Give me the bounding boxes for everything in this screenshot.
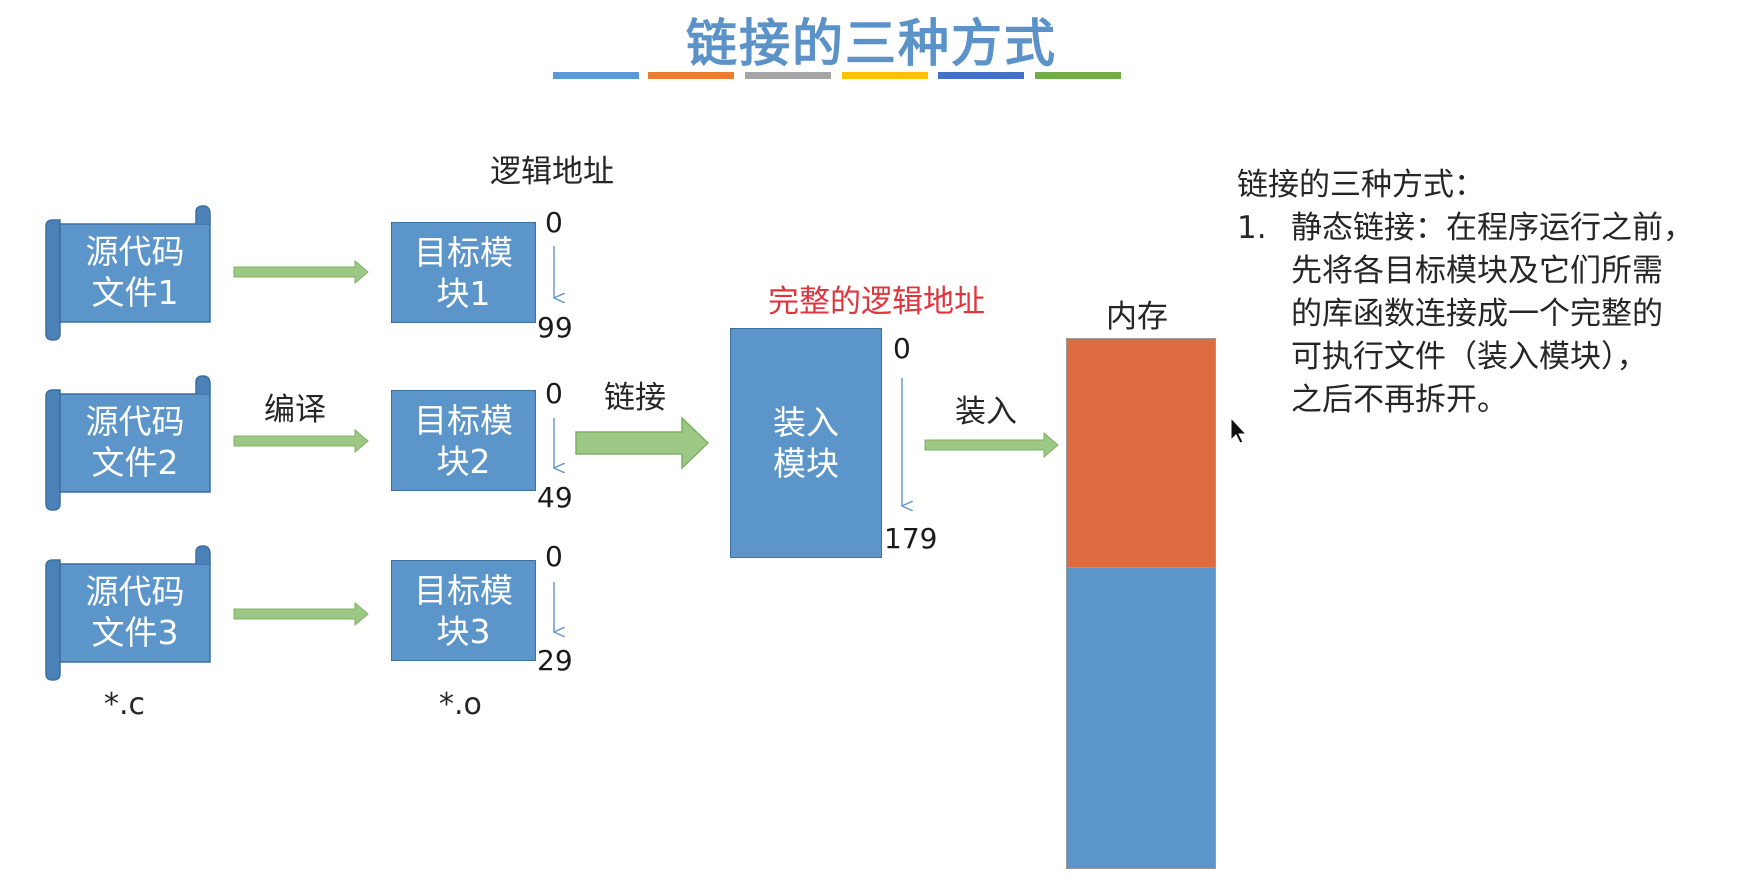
memory-occupied-region [1066, 338, 1216, 568]
object-module-1-line2: 块1 [436, 273, 491, 313]
notes-item-1-line: 可执行文件（装入模块）， [1291, 339, 1648, 375]
object-ext-label: *.o [439, 687, 482, 722]
link-arrow [575, 416, 710, 470]
notes-item-1-line: 的库函数连接成一个完整的 [1291, 296, 1663, 332]
logical-address-label: 逻辑地址 [490, 154, 614, 190]
source-file-2: 源代码 文件2 [60, 401, 210, 483]
module-3-end: 29 [537, 644, 573, 677]
notes-item-1-line: 静态链接：在程序运行之前， [1291, 210, 1694, 246]
notes-item-1-number: 1. [1237, 210, 1267, 246]
load-module-start: 0 [893, 332, 911, 365]
source-file-2-line2: 文件2 [91, 443, 179, 482]
mouse-cursor-icon [1230, 416, 1248, 444]
title-bar-2 [648, 72, 734, 79]
object-module-3-line1: 目标模 [414, 570, 513, 610]
compile-arrow-1 [233, 259, 369, 285]
memory-label: 内存 [1106, 299, 1168, 335]
object-module-1-line1: 目标模 [414, 232, 513, 272]
title-bar-1 [553, 72, 639, 79]
source-scroll-3 [45, 545, 211, 681]
load-module: 装入 模块 [730, 328, 882, 558]
notes-panel: 链接的三种方式： 1. 静态链接：在程序运行之前， 先将各目标模块及它们所需 的… [1237, 164, 1737, 422]
load-label: 装入 [955, 394, 1017, 430]
source-file-2-line1: 源代码 [85, 402, 185, 441]
source-file-1-line2: 文件1 [91, 273, 179, 312]
source-scroll-2 [45, 375, 211, 511]
object-module-2: 目标模 块2 [391, 390, 536, 491]
slide-title: 链接的三种方式 [685, 15, 1057, 74]
title-bar-3 [745, 72, 831, 79]
link-label: 链接 [604, 380, 666, 416]
object-module-2-line2: 块2 [436, 441, 491, 481]
source-scroll-1 [45, 205, 211, 341]
memory-free-region [1066, 568, 1216, 869]
object-module-3-line2: 块3 [436, 611, 491, 651]
module-1-end: 99 [537, 311, 573, 344]
title-bar-5 [938, 72, 1024, 79]
module-1-start: 0 [545, 206, 563, 239]
compile-label: 编译 [264, 392, 326, 428]
module-2-start: 0 [545, 377, 563, 410]
load-arrow [924, 431, 1059, 459]
title-bar-6 [1035, 72, 1121, 79]
complete-logical-address-label: 完整的逻辑地址 [768, 284, 985, 320]
compile-arrow-3 [233, 601, 369, 627]
load-module-end: 179 [884, 522, 938, 555]
title-bar-4 [842, 72, 928, 79]
notes-item-1: 1. 静态链接：在程序运行之前， 先将各目标模块及它们所需 的库函数连接成一个完… [1237, 207, 1737, 422]
object-module-1: 目标模 块1 [391, 222, 536, 323]
source-file-3: 源代码 文件3 [60, 571, 210, 653]
notes-heading: 链接的三种方式： [1237, 167, 1485, 203]
load-module-line2: 模块 [773, 444, 839, 483]
compile-arrow-2 [233, 428, 369, 454]
notes-item-1-line: 先将各目标模块及它们所需 [1291, 253, 1663, 289]
object-module-2-line1: 目标模 [414, 400, 513, 440]
module-2-end: 49 [537, 481, 573, 514]
source-ext-label: *.c [104, 687, 146, 722]
source-file-3-line2: 文件3 [91, 613, 179, 652]
notes-item-1-body: 静态链接：在程序运行之前， 先将各目标模块及它们所需 的库函数连接成一个完整的 … [1291, 207, 1694, 422]
module-3-start: 0 [545, 540, 563, 573]
load-module-line1: 装入 [773, 403, 839, 442]
notes-item-1-line: 之后不再拆开。 [1291, 382, 1508, 418]
source-file-1: 源代码 文件1 [60, 231, 210, 313]
source-file-1-line1: 源代码 [85, 232, 185, 271]
source-file-3-line1: 源代码 [85, 572, 185, 611]
object-module-3: 目标模 块3 [391, 560, 536, 661]
